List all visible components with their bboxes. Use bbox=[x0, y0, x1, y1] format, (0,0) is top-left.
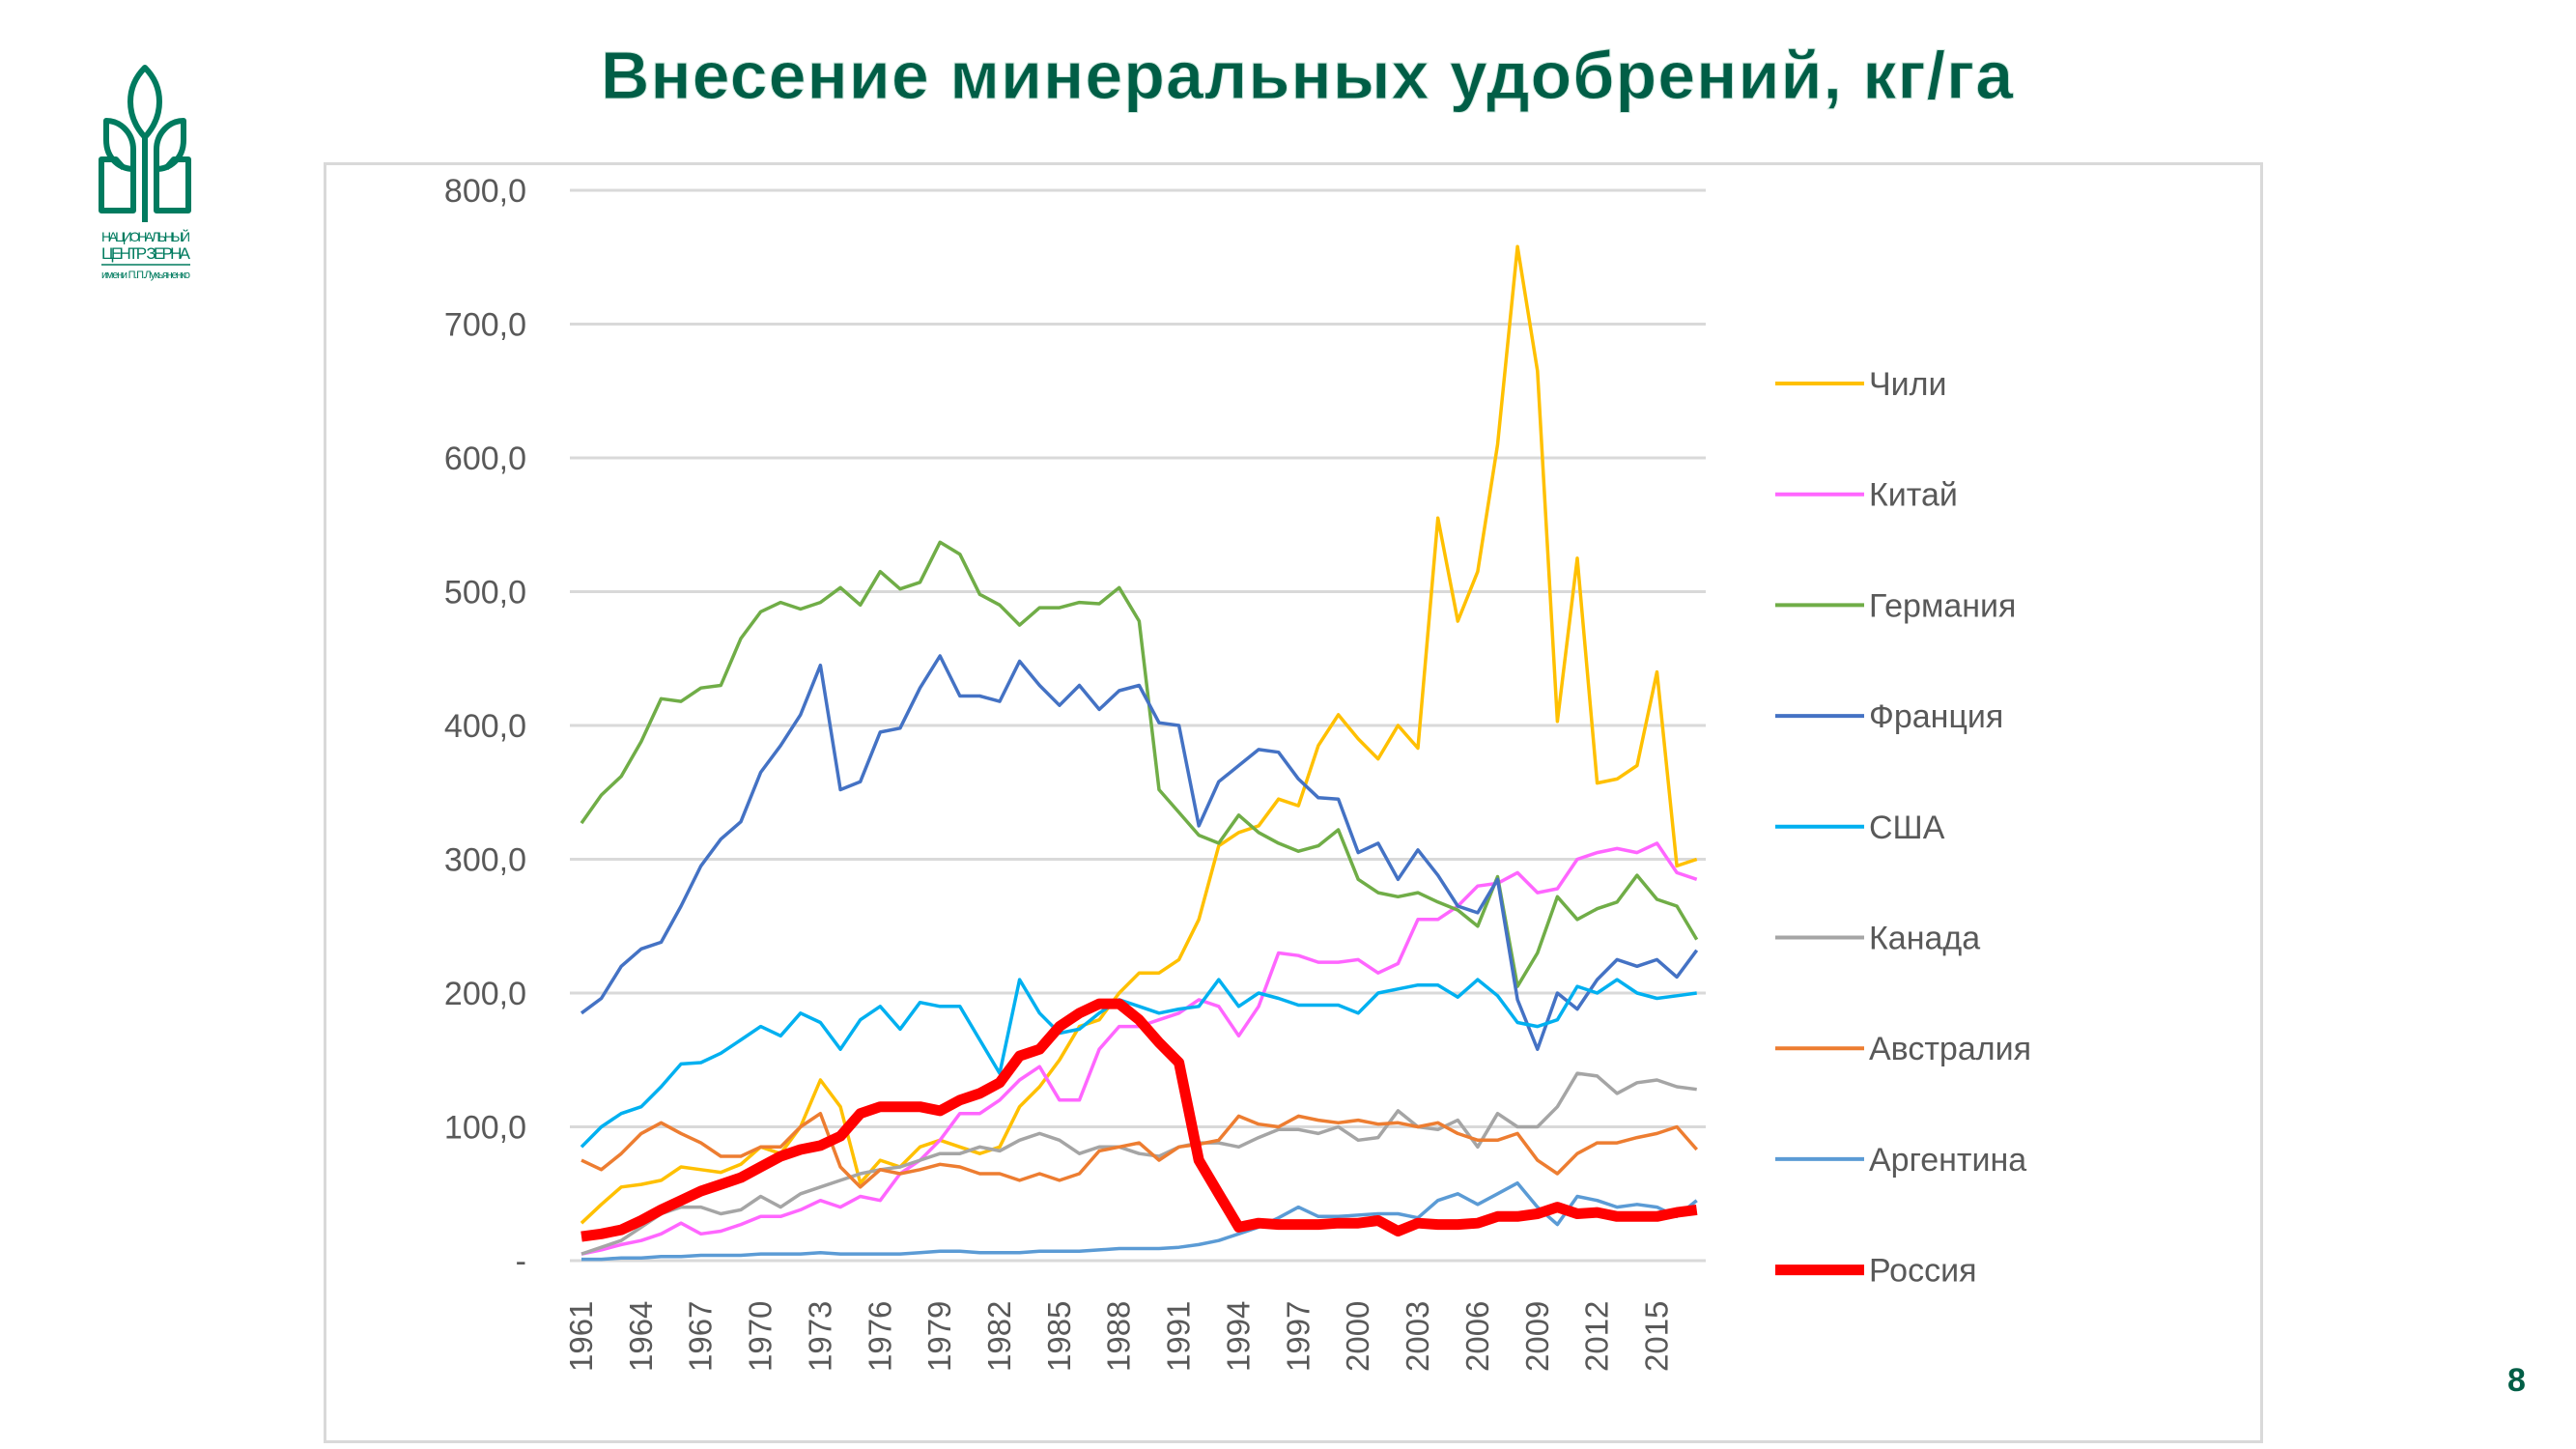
x-tick-label: 2009 bbox=[1519, 1301, 1555, 1372]
series-line-3 bbox=[580, 654, 1699, 1051]
series-line-0 bbox=[580, 244, 1698, 1225]
x-tick-label: 2006 bbox=[1459, 1301, 1495, 1372]
y-tick-label: 400,0 bbox=[444, 708, 526, 745]
y-tick-label: - bbox=[516, 1243, 526, 1280]
x-tick-label: 2015 bbox=[1638, 1301, 1674, 1372]
series-line-5 bbox=[580, 1071, 1697, 1256]
x-tick-label: 2003 bbox=[1400, 1301, 1435, 1372]
series-line-6 bbox=[580, 1111, 1699, 1189]
series-line-2 bbox=[580, 540, 1699, 988]
page-number: 8 bbox=[2507, 1362, 2526, 1399]
x-tick-label: 1985 bbox=[1041, 1301, 1077, 1372]
y-tick-label: 700,0 bbox=[444, 307, 526, 344]
x-tick-label: 1988 bbox=[1101, 1301, 1137, 1372]
legend-label: Австралия bbox=[1869, 1031, 2031, 1067]
y-tick-label: 300,0 bbox=[444, 842, 526, 879]
legend-label: Россия bbox=[1869, 1253, 1977, 1290]
wheat-logo-icon bbox=[99, 65, 191, 222]
legend-label: Германия bbox=[1869, 587, 2016, 624]
logo-text-line2: ЦЕНТР ЗЕРНА bbox=[101, 244, 191, 263]
legend-label: Китай bbox=[1869, 477, 1958, 514]
logo-text-line1: НАЦИОНАЛЬНЫЙ bbox=[101, 228, 190, 244]
series-line-7 bbox=[581, 1180, 1698, 1262]
y-tick-label: 100,0 bbox=[444, 1110, 526, 1147]
logo-text-line3: имени П.П.Лукьяненко bbox=[101, 270, 190, 281]
x-tick-label: 1976 bbox=[862, 1301, 897, 1372]
series-line-8 bbox=[580, 998, 1698, 1242]
legend-label: США bbox=[1869, 810, 1945, 846]
x-tick-label: 1967 bbox=[683, 1301, 719, 1372]
legend-label: Канада bbox=[1869, 921, 1980, 957]
x-tick-label: 2000 bbox=[1340, 1301, 1375, 1372]
legend-label: Чили bbox=[1869, 366, 1946, 403]
series-line-4 bbox=[580, 978, 1697, 1149]
x-tick-label: 1991 bbox=[1161, 1301, 1197, 1372]
y-tick-label: 800,0 bbox=[444, 173, 526, 210]
y-tick-label: 600,0 bbox=[444, 440, 526, 477]
y-tick-label: 200,0 bbox=[444, 976, 526, 1012]
legend-label: Аргентина bbox=[1869, 1142, 2026, 1179]
x-tick-label: 1997 bbox=[1280, 1301, 1316, 1372]
x-tick-label: 1970 bbox=[743, 1301, 778, 1372]
page-title: Внесение минеральных удобрений, кг/га bbox=[600, 38, 2015, 114]
legend-label: Франция bbox=[1869, 698, 2003, 735]
x-tick-label: 1973 bbox=[802, 1301, 837, 1372]
series-line-1 bbox=[580, 841, 1698, 1256]
logo: НАЦИОНАЛЬНЫЙ ЦЕНТР ЗЕРНА имени П.П.Лукья… bbox=[99, 65, 191, 281]
x-tick-label: 1979 bbox=[921, 1301, 957, 1372]
x-tick-label: 1994 bbox=[1220, 1301, 1256, 1372]
x-tick-label: 2012 bbox=[1579, 1301, 1615, 1372]
chart-frame bbox=[324, 162, 2263, 1443]
x-tick-label: 1982 bbox=[981, 1301, 1017, 1372]
y-tick-label: 500,0 bbox=[444, 575, 526, 611]
x-tick-label: 1961 bbox=[563, 1301, 599, 1372]
x-tick-label: 1964 bbox=[623, 1301, 659, 1372]
